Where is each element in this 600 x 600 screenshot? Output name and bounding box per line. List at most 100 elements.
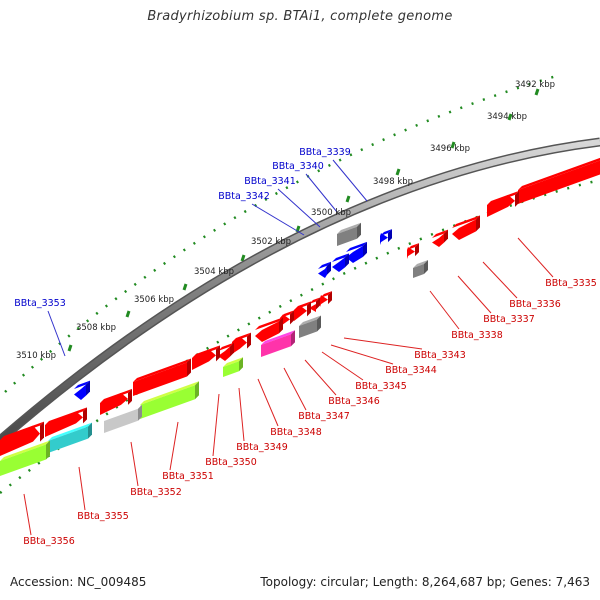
gene-bbta-3335 xyxy=(518,157,600,204)
gene-bbta-3347b-face xyxy=(299,319,317,338)
gene-label-bbta-3348: BBta_3348 xyxy=(270,427,322,438)
leader-top xyxy=(47,310,66,357)
gene-bbta-3352c-top xyxy=(104,404,142,421)
gene-bbta-3339b xyxy=(380,229,392,245)
gene-bbta-3352b-face xyxy=(100,392,128,415)
gene-bbta-3342-side xyxy=(327,261,331,275)
gene-bbta-3353-face xyxy=(74,384,86,400)
gene-bbta-3342-face xyxy=(318,265,327,278)
gene-bbta-3347b-top xyxy=(299,315,321,326)
gene-bbta-3352b-side xyxy=(128,388,132,405)
gene-bbta-3344-top xyxy=(413,260,428,268)
gene-bbta-3350b-side xyxy=(230,342,234,357)
gene-bbta-3347-side xyxy=(307,301,311,317)
gene-bbta-3350b-face xyxy=(218,346,230,361)
backbone-inner xyxy=(0,139,600,443)
gene-bbta-3356a-side xyxy=(40,421,44,442)
gene-bbta-3340-top xyxy=(346,241,367,252)
leader-bottom xyxy=(169,421,179,471)
gene-label-bbta-3353: BBta_3353 xyxy=(14,298,66,309)
leader-bottom xyxy=(23,493,32,536)
leader-top xyxy=(305,173,338,213)
outer-tick-track xyxy=(4,73,561,393)
gene-bbta-3341 xyxy=(332,253,349,272)
gene-bbta-3355-side xyxy=(88,422,92,439)
leader-bottom xyxy=(343,337,423,350)
major-tick-8 xyxy=(125,310,131,318)
gene-bbta-3341-top xyxy=(332,253,349,262)
gene-label-bbta-3343: BBta_3343 xyxy=(414,350,466,361)
gene-label-bbta-3355: BBta_3355 xyxy=(77,511,129,522)
gene-bbta-3348-face xyxy=(255,321,279,342)
gene-labels: BBta_3339 BBta_3340 BBta_3341 BBta_3342 BBta… xyxy=(14,147,597,547)
gene-bbta-3351 xyxy=(133,358,191,396)
gene-bbta-3347b xyxy=(299,315,321,338)
scale-label: 3500 kbp xyxy=(311,208,351,218)
gene-bbta-3339 xyxy=(337,222,361,246)
gene-bbta-3351-face xyxy=(133,362,187,396)
gene-bbta-3338-top xyxy=(432,229,448,238)
gene-label-bbta-3335: BBta_3335 xyxy=(545,278,597,289)
gene-bbta-3337-face xyxy=(452,219,476,240)
gene-bbta-3339b-side xyxy=(388,229,392,243)
gene-bbta-3346 xyxy=(309,297,320,312)
gene-bbta-3341-side xyxy=(345,253,349,268)
gene-bbta-3344-side xyxy=(424,260,428,275)
gene-bbta-3342-top xyxy=(318,261,331,269)
gene-bbta-3337-top xyxy=(452,215,480,228)
scale-label: 3496 kbp xyxy=(430,144,470,154)
accession-text: Accession: NC_009485 xyxy=(10,575,147,589)
gene-label-bbta-3337: BBta_3337 xyxy=(483,314,535,325)
major-tick-4 xyxy=(345,195,351,203)
gene-bbta-3351-top xyxy=(133,358,191,382)
gene-bbta-3344 xyxy=(413,260,428,278)
major-tick-0 xyxy=(534,88,540,96)
gene-bbta-3352c-side xyxy=(138,404,142,421)
gene-bbta-3350-side xyxy=(239,357,243,372)
gene-bbta-3338-side xyxy=(444,229,448,243)
leader-bottom xyxy=(482,261,518,299)
gene-label-bbta-3350: BBta_3350 xyxy=(205,457,257,468)
gene-bbta-3340 xyxy=(346,241,367,263)
genome-summary: Topology: circular; Length: 8,264,687 bp… xyxy=(260,575,590,589)
leader-bottom xyxy=(517,237,554,278)
gene-bbta-3339-face xyxy=(337,226,357,246)
scale-label: 3502 kbp xyxy=(251,237,291,247)
gene-bbta-3339b-face xyxy=(380,233,388,245)
gene-bbta-3336-face xyxy=(487,194,515,217)
gene-bbta-3348a-side xyxy=(290,310,294,325)
gene-bbta-3350-top xyxy=(223,357,243,367)
scale-label: 3508 kbp xyxy=(76,323,116,333)
gene-bbta-3342 xyxy=(318,261,331,278)
leader-bottom xyxy=(330,344,394,365)
gene-bbta-3348-top xyxy=(255,317,283,330)
leader-bottom xyxy=(130,441,139,487)
gene-bbta-3337 xyxy=(452,215,480,240)
leader-top xyxy=(332,159,368,202)
gene-label-bbta-3339: BBta_3339 xyxy=(299,147,351,158)
scale-label: 3506 kbp xyxy=(134,295,174,305)
gene-bbta-3336-side xyxy=(515,190,519,207)
gene-bbta-3353 xyxy=(74,380,90,400)
gene-bbta-3339-side xyxy=(357,222,361,239)
leader-bottom xyxy=(304,359,337,396)
leader-top xyxy=(251,203,305,236)
gene-bbta-3335-face xyxy=(518,160,600,204)
gene-bbta-3356a xyxy=(0,421,44,456)
gene-label-bbta-3345: BBta_3345 xyxy=(355,381,407,392)
major-tick-7 xyxy=(182,283,188,291)
gene-bbta-3346-side xyxy=(316,297,320,310)
label-leaders xyxy=(23,159,554,536)
gene-bbta-3350b-top xyxy=(218,342,234,351)
gene-bbta-3353-top xyxy=(74,380,90,389)
gene-bbta-3348 xyxy=(255,317,283,342)
major-tick-1 xyxy=(507,113,513,121)
gene-bbta-3338-face xyxy=(432,233,444,247)
gene-bbta-3347b-side xyxy=(317,315,321,332)
gene-bbta-3339-top xyxy=(337,222,361,234)
gene-bbta-3345-face xyxy=(320,295,328,307)
gene-bbta-3350 xyxy=(223,357,243,377)
gene-label-bbta-3342: BBta_3342 xyxy=(218,191,270,202)
gene-bbta-3345-top xyxy=(320,291,332,298)
gene-bbta-3355a-face xyxy=(45,411,83,437)
